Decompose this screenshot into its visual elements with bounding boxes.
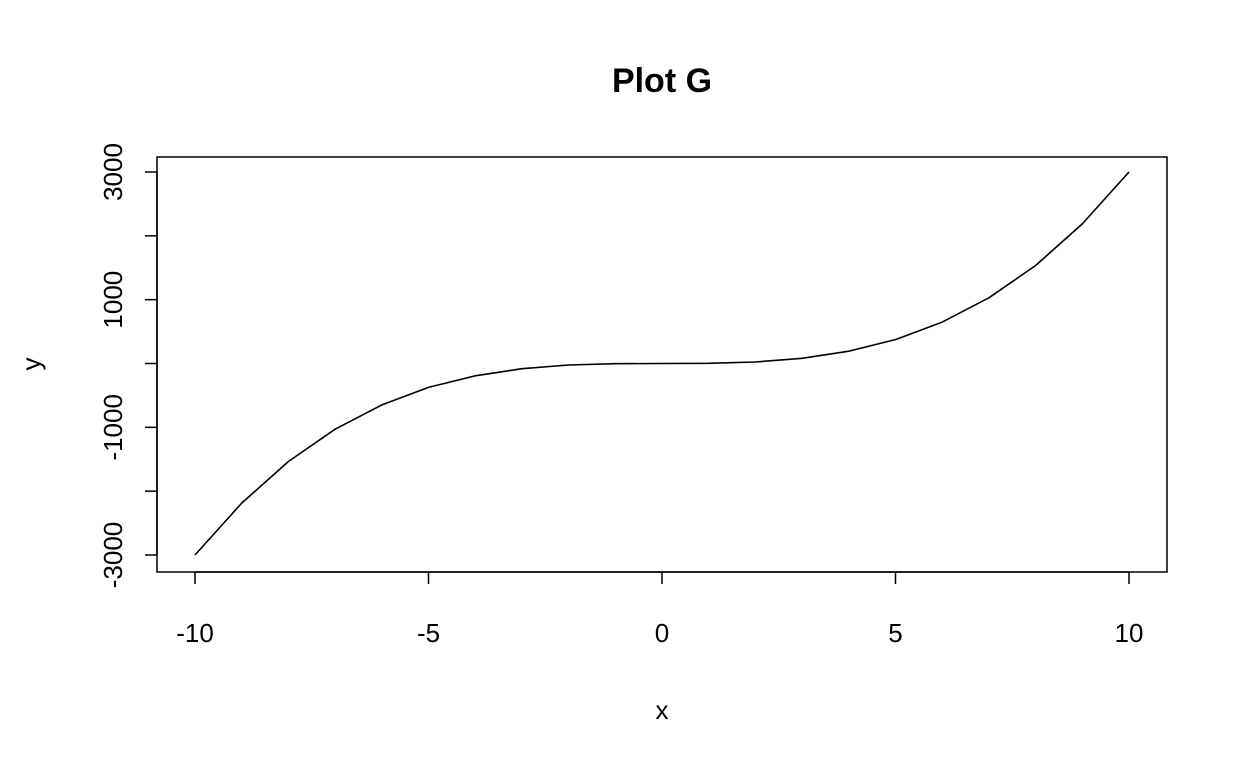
- x-axis: -10 -5 0 5 10: [176, 571, 1144, 648]
- chart-title: Plot G: [612, 62, 712, 100]
- series-group: [194, 171, 1130, 556]
- y-tick-label: -3000: [98, 522, 128, 589]
- x-tick-label: 10: [1115, 618, 1144, 648]
- x-tick-label: 0: [655, 618, 669, 648]
- y-tick-label: 1000: [98, 271, 128, 329]
- series-line: [194, 171, 1130, 556]
- x-tick-label: 5: [888, 618, 902, 648]
- plot-frame: [156, 156, 1168, 573]
- x-tick-label: -5: [417, 618, 440, 648]
- y-tick-label: -1000: [98, 394, 128, 461]
- y-axis: -3000 -1000 1000 3000: [98, 143, 158, 589]
- x-tick-label: -10: [176, 618, 214, 648]
- y-axis-label: y: [16, 358, 46, 371]
- y-tick-label: 3000: [98, 143, 128, 201]
- x-axis-label: x: [656, 695, 669, 725]
